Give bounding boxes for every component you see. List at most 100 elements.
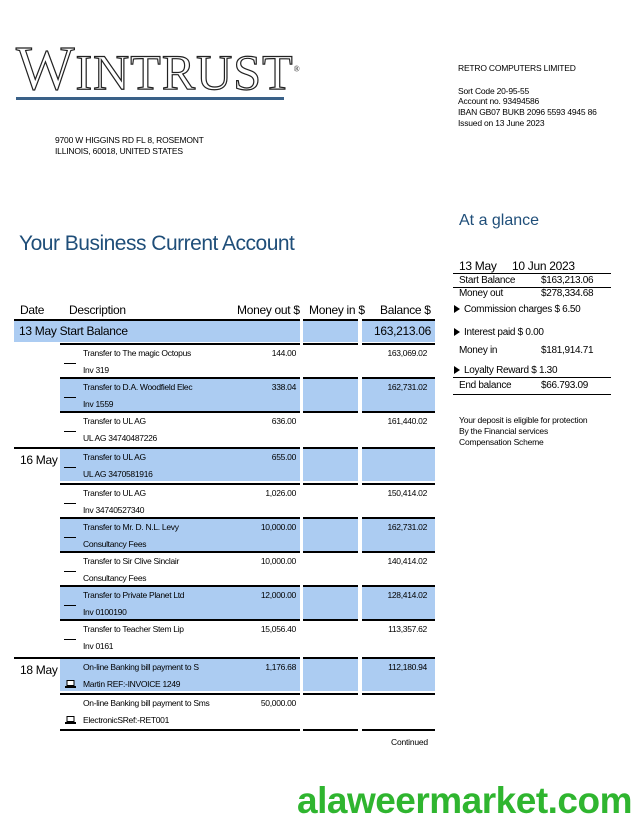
table-row: Transfer to Mr. D. N.L. Levy Consultancy … — [0, 517, 440, 551]
row-divider — [60, 729, 300, 731]
table-row: On-line Banking bill payment to Sms Elect… — [0, 693, 440, 731]
laptop-icon — [65, 675, 76, 688]
dash-icon — [64, 431, 76, 432]
row-divider — [362, 447, 435, 449]
end-balance-value: $66.793.09 — [541, 380, 589, 391]
dash-icon — [64, 397, 76, 398]
row-balance: 162,731.02 — [387, 382, 427, 392]
row-description-line-2: UL AG 3470581916 — [83, 469, 153, 479]
row-balance: 161,440.02 — [387, 416, 427, 426]
glance-to: 10 Jun 2023 — [512, 259, 575, 273]
row-description-line-2: Inv 319 — [83, 365, 109, 375]
watermark: alaweermarket.com — [297, 780, 632, 821]
row-description-line-1: Transfer to Sir Clive Sinclair — [83, 556, 180, 566]
row-description-line-1: Transfer to D.A. Woodfield Elec — [83, 382, 193, 392]
loyalty-text: Loyalty Reward $ 1.30 — [464, 365, 558, 376]
row-divider — [14, 657, 300, 659]
money-out-value: $278,334.68 — [541, 288, 594, 299]
row-description-line-1: Transfer to UL AG — [83, 488, 146, 498]
row-divider — [60, 517, 300, 519]
row-description-line-2: Consultancy Fees — [83, 539, 147, 549]
start-balance-label: 13 May Start Balance — [19, 324, 128, 338]
row-divider — [362, 483, 435, 485]
row-description-line-2: Inv 0100190 — [83, 607, 127, 617]
divider — [453, 287, 611, 288]
table-row: Transfer to Private Planet Ltd Inv 010019… — [0, 585, 440, 619]
start-balance-label: Start Balance — [459, 275, 516, 286]
row-description-line-2: Inv 34740527340 — [83, 505, 145, 515]
row-divider — [303, 657, 358, 659]
row-description-line-1: Transfer to UL AG — [83, 416, 146, 426]
row-divider — [303, 483, 358, 485]
dash-icon — [64, 639, 76, 640]
interest-paid: Interest paid $ 0.00 — [454, 327, 544, 338]
row-divider — [60, 619, 300, 621]
row-balance: 113,357.62 — [388, 624, 427, 634]
row-divider — [362, 729, 435, 731]
row-divider — [303, 377, 358, 379]
row-description-line-1: Transfer to The magic Octopus — [83, 348, 191, 358]
interest-text: Interest paid $ 0.00 — [464, 327, 544, 338]
table-row: Transfer to The magic Octopus Inv 319 144.… — [0, 343, 440, 377]
glance-from: 13 May — [459, 259, 497, 273]
header-balance: Balance $ — [380, 303, 431, 317]
divider — [453, 377, 611, 378]
row-date: 18 May — [20, 663, 58, 677]
triangle-bullet-icon — [454, 328, 460, 336]
table-row: 16 May Transfer to UL AG UL AG 3470581916 6… — [0, 447, 440, 481]
row-money-out: 144.00 — [271, 348, 297, 358]
dash-icon — [64, 363, 76, 364]
row-balance: 128,414.02 — [387, 590, 427, 600]
continued-label: Continued — [391, 737, 428, 747]
logo-underline — [16, 97, 284, 100]
table-row: Transfer to Teacher Stem Lip Inv 0161 15,0… — [0, 619, 440, 653]
row-description-line-1: Transfer to Mr. D. N.L. Levy — [83, 522, 179, 532]
row-money-out: 10,000.00 — [260, 522, 296, 532]
dash-icon — [64, 467, 76, 468]
divider — [453, 394, 611, 395]
iban: IBAN GB07 BUKB 2096 5593 4945 86 — [458, 107, 597, 117]
row-divider — [303, 585, 358, 587]
row-balance: 162,731.02 — [387, 522, 427, 532]
money-in-label: Money in — [459, 345, 498, 356]
row-divider — [303, 447, 358, 449]
row-divider — [14, 447, 300, 449]
bank-address-line-2: ILLINOIS, 60018, UNITED STATES — [55, 146, 183, 156]
row-money-out: 1,176.68 — [265, 662, 296, 672]
triangle-bullet-icon — [454, 366, 460, 374]
row-divider — [60, 551, 300, 553]
money-in-value: $181,914.71 — [541, 345, 594, 356]
start-balance-row: 13 May Start Balance 163,213.06 — [0, 319, 440, 342]
money-out-label: Money out — [459, 288, 503, 299]
row-date: 16 May — [20, 453, 58, 467]
commission-text: Commission charges $ 6.50 — [464, 304, 581, 315]
sort-code: Sort Code 20-95-55 — [458, 86, 530, 96]
row-divider — [303, 517, 358, 519]
row-divider — [362, 551, 435, 553]
row-balance: 140,414.02 — [387, 556, 427, 566]
row-description-line-2: Inv 1559 — [83, 399, 114, 409]
row-description-line-1: Transfer to UL AG — [83, 452, 146, 462]
row-divider — [303, 729, 358, 731]
at-a-glance-title: At a glance — [459, 212, 540, 229]
end-balance-label: End balance — [459, 380, 512, 391]
header-money-in: Money in $ — [309, 303, 365, 317]
row-description-line-2: UL AG 34740487226 — [83, 433, 157, 443]
row-divider — [362, 585, 435, 587]
dash-icon — [64, 605, 76, 606]
row-money-out: 10,000.00 — [260, 556, 296, 566]
row-balance: 150,414.02 — [387, 488, 427, 498]
row-divider — [362, 657, 435, 659]
header-money-out: Money out $ — [237, 303, 300, 317]
row-divider — [60, 411, 300, 413]
loyalty-reward: Loyalty Reward $ 1.30 — [454, 365, 558, 376]
laptop-icon — [65, 711, 76, 724]
account-holder: RETRO COMPUTERS LIMITED — [458, 63, 576, 73]
issued-date: Issued on 13 June 2023 — [458, 118, 545, 128]
row-description-line-2: Consultancy Fees — [83, 573, 147, 583]
row-divider — [303, 411, 358, 413]
account-number: Account no. 93494586 — [458, 96, 540, 106]
row-divider — [303, 551, 358, 553]
start-balance-value: $163,213.06 — [541, 275, 594, 286]
divider — [453, 273, 611, 274]
